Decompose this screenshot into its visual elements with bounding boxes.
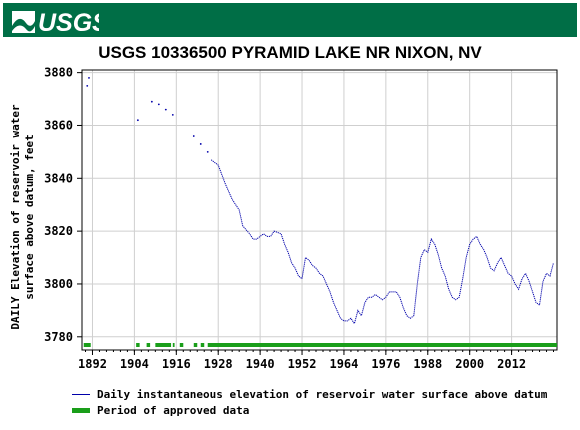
elevation-point (171, 114, 174, 116)
y-tick-label: 3880 (44, 66, 73, 80)
approved-period-bar (155, 343, 172, 347)
approved-period-bar (136, 343, 140, 347)
elevation-point (88, 77, 90, 79)
elevation-line (210, 159, 554, 325)
approved-period-bar (172, 343, 175, 347)
y-tick-label: 3820 (44, 224, 73, 238)
chart-plot: 3780 3800 3820 3840 3860 3880 1892 1904 1916 1928… (44, 66, 558, 371)
elevation-point (192, 135, 195, 137)
plot-frame (81, 69, 558, 351)
approved-period-bar (207, 343, 557, 347)
elevation-point (150, 100, 153, 103)
x-tick-label: 1964 (329, 357, 358, 371)
x-tick-label: 1952 (288, 357, 317, 371)
x-tick-label: 2000 (455, 357, 484, 371)
legend-item-approved: Period of approved data (72, 402, 547, 418)
legend-swatch-bar (72, 407, 90, 413)
elevation-point (206, 150, 209, 153)
x-tick-label: 1892 (78, 357, 107, 371)
y-tick-label: 3780 (44, 330, 73, 344)
legend-swatch-line (72, 393, 90, 395)
usgs-wave-icon (12, 11, 35, 26)
approved-period-bar (179, 343, 184, 347)
approved-period-bar (200, 343, 205, 347)
legend-label-elevation: Daily instantaneous elevation of reservo… (97, 387, 548, 401)
legend-item-elevation: Daily instantaneous elevation of reservo… (72, 386, 547, 402)
legend-label-approved: Period of approved data (97, 403, 250, 417)
y-tick-label: 3860 (44, 118, 73, 132)
x-tick-label: 1976 (371, 357, 400, 371)
x-tick-label: 1904 (120, 357, 149, 371)
usgs-banner: USGS (3, 3, 577, 37)
elevation-point (199, 143, 202, 145)
legend: Daily instantaneous elevation of reservo… (72, 386, 547, 418)
x-tick-label: 1940 (246, 357, 275, 371)
elevation-point (136, 119, 139, 122)
approved-period-bar (193, 343, 198, 347)
usgs-logo-text: USGS (38, 9, 99, 35)
approved-period-bar (146, 343, 151, 347)
approved-period-bar (83, 343, 91, 347)
x-tick-label: 1916 (162, 357, 191, 371)
x-tick-label: 2012 (497, 357, 526, 371)
usgs-logo: USGS (12, 9, 99, 35)
y-tick-label: 3800 (44, 277, 73, 291)
elevation-point (164, 108, 167, 111)
x-tick-label: 1928 (204, 357, 233, 371)
plot-border (81, 69, 558, 351)
x-tick-label: 1988 (413, 357, 442, 371)
chart-title: USGS 10336500 PYRAMID LAKE NR NIXON, NV (98, 43, 482, 62)
y-tick-label: 3840 (44, 171, 73, 185)
elevation-point (86, 84, 89, 87)
elevation-point (157, 103, 160, 106)
